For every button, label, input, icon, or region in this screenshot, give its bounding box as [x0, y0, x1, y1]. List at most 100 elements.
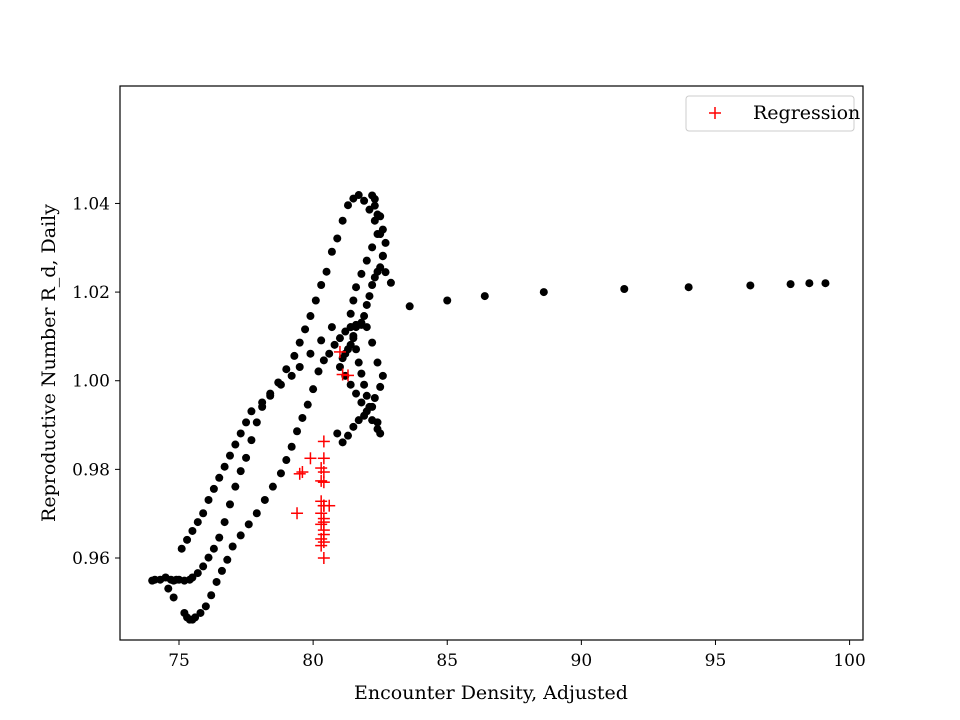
data-point	[365, 402, 374, 411]
data-point	[362, 300, 371, 309]
data-point	[338, 216, 347, 225]
data-point	[215, 533, 224, 542]
data-point	[242, 453, 251, 462]
x-axis-label: Encounter Density, Adjusted	[354, 682, 628, 704]
data-point	[335, 334, 344, 343]
data-point	[354, 358, 363, 367]
data-point	[177, 544, 186, 553]
data-point	[319, 356, 328, 365]
data-point	[298, 413, 307, 422]
data-point	[352, 345, 361, 354]
data-point	[317, 336, 326, 345]
data-point	[169, 593, 178, 602]
data-point	[306, 312, 315, 321]
data-point	[199, 562, 208, 571]
data-point	[204, 553, 213, 562]
data-point	[306, 349, 315, 358]
data-point	[247, 407, 256, 416]
data-point	[684, 283, 693, 292]
data-point	[258, 398, 267, 407]
data-point	[357, 318, 366, 327]
regression-point	[317, 435, 330, 448]
data-point	[266, 389, 275, 398]
data-point	[746, 281, 755, 290]
regression-point	[341, 369, 354, 382]
data-point	[188, 526, 197, 535]
data-point	[349, 422, 358, 431]
x-tick-label: 95	[705, 651, 727, 671]
data-point	[287, 442, 296, 451]
data-point	[360, 312, 369, 321]
data-point	[362, 323, 371, 332]
data-point	[443, 296, 452, 305]
data-point	[786, 280, 795, 289]
data-point	[327, 247, 336, 256]
data-point	[365, 292, 374, 301]
data-point	[231, 482, 240, 491]
regression-point	[304, 452, 317, 465]
data-point	[314, 367, 323, 376]
data-point	[373, 358, 382, 367]
regression-point	[317, 466, 330, 479]
data-point	[352, 283, 361, 292]
data-point	[357, 369, 366, 378]
data-point	[242, 418, 251, 427]
data-point	[360, 196, 369, 205]
data-point	[317, 280, 326, 289]
data-point	[290, 351, 299, 360]
data-point	[480, 292, 489, 301]
data-point	[378, 371, 387, 380]
data-point	[327, 323, 336, 332]
regression-point	[315, 507, 328, 520]
data-point	[343, 431, 352, 440]
data-point	[373, 418, 382, 427]
regression-point	[315, 539, 328, 552]
data-point	[373, 230, 382, 239]
legend-box	[685, 95, 855, 132]
data-point	[805, 279, 814, 288]
data-point	[360, 411, 369, 420]
data-point	[236, 531, 245, 540]
data-point	[368, 280, 377, 289]
data-point	[193, 569, 202, 578]
x-axis-ticks: 75 80 85 90 95 100	[168, 640, 866, 671]
x-tick-label: 100	[833, 651, 865, 671]
data-point	[352, 389, 361, 398]
data-point	[236, 429, 245, 438]
data-point	[357, 269, 366, 278]
y-tick-label: 0.98	[72, 460, 110, 480]
data-points	[148, 191, 830, 624]
y-tick-label: 1.04	[72, 194, 110, 214]
data-point	[164, 584, 173, 593]
data-point	[295, 338, 304, 347]
data-point	[333, 429, 342, 438]
data-point	[183, 535, 192, 544]
regression-point	[336, 368, 349, 381]
data-point	[376, 382, 385, 391]
data-point	[349, 194, 358, 203]
data-point	[217, 566, 226, 575]
regression-point	[317, 499, 330, 512]
data-point	[303, 400, 312, 409]
legend: Regression	[685, 95, 860, 132]
data-point	[247, 436, 256, 445]
y-tick-label: 1.02	[72, 283, 110, 303]
data-point	[322, 267, 331, 276]
data-point	[349, 296, 358, 305]
data-point	[368, 191, 377, 200]
data-point	[293, 427, 302, 436]
data-point	[282, 456, 291, 465]
data-point	[204, 495, 213, 504]
y-tick-label: 1.00	[72, 372, 110, 392]
data-point	[252, 418, 261, 427]
plot-frame	[119, 85, 864, 641]
data-point	[354, 416, 363, 425]
data-point	[212, 577, 221, 586]
data-point	[220, 462, 229, 471]
data-point	[209, 484, 218, 493]
data-point	[244, 520, 253, 529]
regression-point	[317, 552, 330, 565]
data-point	[325, 349, 334, 358]
data-point	[346, 309, 355, 318]
